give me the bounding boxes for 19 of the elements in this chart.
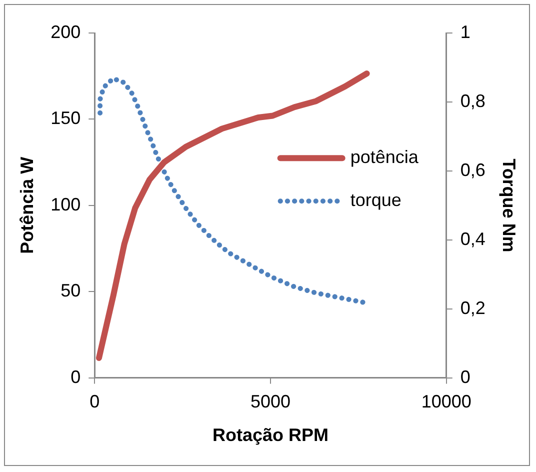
- y-tick-label: 200: [50, 22, 81, 42]
- y2-tick-label: 0,2: [460, 298, 486, 318]
- y2-tick-label: 0: [460, 366, 470, 387]
- y-tick-label: 100: [50, 194, 81, 214]
- y-tick-label: 150: [50, 108, 81, 128]
- y2-tick-label: 0,4: [460, 228, 486, 249]
- x-tick-label: 0: [90, 392, 100, 412]
- y2-axis-title: Torque Nm: [499, 158, 520, 252]
- y2-tick-label: 0,8: [460, 90, 486, 111]
- y2-tick-label: 0,6: [460, 160, 486, 180]
- x-tick-label: 5000: [250, 392, 291, 412]
- y-tick-label: 0: [70, 366, 81, 387]
- x-tick-label: 10000: [421, 392, 472, 412]
- legend-label: torque: [350, 190, 402, 210]
- x-axis-title: Rotação RPM: [212, 425, 329, 446]
- y2-tick-label: 1: [460, 22, 470, 42]
- legend-label: potência: [350, 147, 420, 168]
- y-axis-title: Potência W: [16, 156, 37, 254]
- y-tick-label: 50: [60, 280, 81, 301]
